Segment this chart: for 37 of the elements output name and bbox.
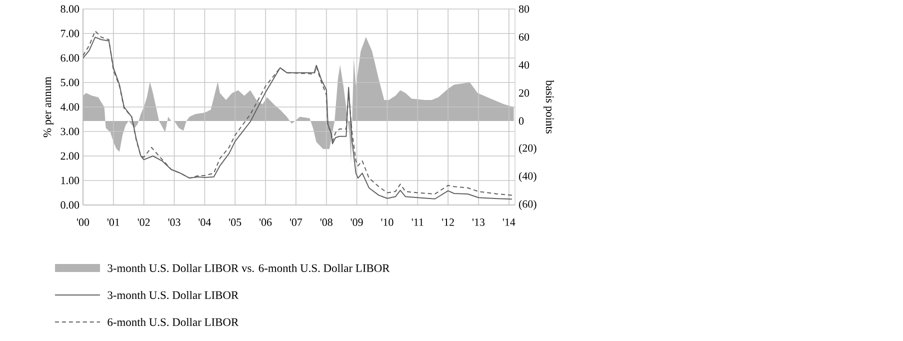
x-tick-label: '12 <box>442 218 454 226</box>
y2-tick-label: 40 <box>518 61 530 69</box>
y-tick-label: 4.00 <box>60 103 80 111</box>
y2-tick-label: 20 <box>519 89 530 97</box>
x-tick-label: '07 <box>290 218 302 226</box>
legend-label: 3-month U.S. Dollar LIBOR vs. 6-month U.S. Dollar LIBOR <box>108 264 390 272</box>
y-tick-label: 2.00 <box>60 152 80 160</box>
x-tick-label: '14 <box>502 218 516 226</box>
y2-tick-label: (20) <box>519 144 536 154</box>
y-tick-label: 3.00 <box>60 128 80 136</box>
x-tick-label: '06 <box>260 218 272 226</box>
x-tick-label: '10 <box>381 218 394 226</box>
x-tick-label: '00 <box>76 218 90 226</box>
legend-label: 6-month U.S. Dollar LIBOR <box>108 318 239 326</box>
y2-tick-label: (40) <box>519 172 536 182</box>
x-tick-label: '05 <box>229 218 242 226</box>
x-tick-label: '08 <box>320 218 332 226</box>
y2-axis-title: basis points <box>544 80 554 134</box>
y-tick-label: 6.00 <box>60 54 80 62</box>
x-tick-label: '04 <box>198 218 211 226</box>
y-tick-label: 1.00 <box>61 176 80 184</box>
y2-tick-label: 60 <box>518 33 530 41</box>
x-tick-label: '02 <box>138 218 150 226</box>
x-tick-label: '01 <box>107 218 120 226</box>
y-tick-label: 0.00 <box>60 201 80 209</box>
x-tick-label: '09 <box>350 218 363 226</box>
y2-tick-label: 0 <box>518 117 524 125</box>
y-tick-label: 7.00 <box>61 30 80 38</box>
x-tick-label: '13 <box>472 218 485 226</box>
y2-tick-label: (60) <box>519 200 536 210</box>
y2-tick-label: 80 <box>518 5 530 13</box>
x-tick-label: '03 <box>168 218 180 226</box>
y-tick-label: 8.00 <box>60 5 80 13</box>
x-tick-label: '11 <box>412 218 424 226</box>
y-axis-title: % per annum <box>43 76 54 138</box>
y-tick-label: 5.00 <box>60 78 80 86</box>
legend-label: 3-month U.S. Dollar LIBOR <box>108 290 239 300</box>
